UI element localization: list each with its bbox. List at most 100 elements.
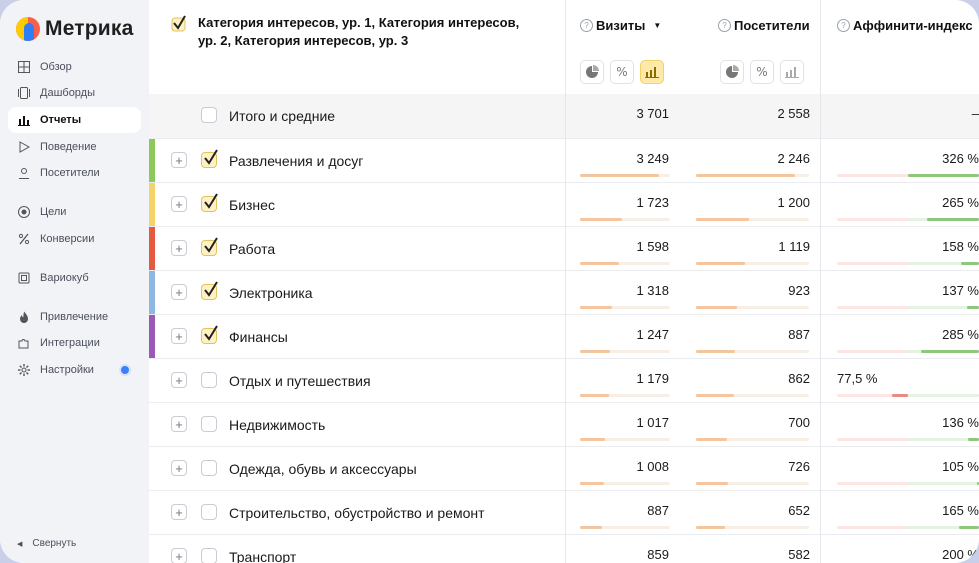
sidebar-item-3[interactable]: Поведение	[8, 134, 141, 160]
visitors-bar-track	[696, 262, 809, 265]
row-checkbox[interactable]	[201, 372, 217, 388]
visits-bar-track	[580, 174, 670, 177]
sort-desc-icon[interactable]: ▼	[653, 21, 662, 30]
expand-button[interactable]: +	[171, 416, 187, 432]
sidebar: Метрика Обзор Дашборды Отчеты Поведение Посе…	[0, 0, 149, 563]
row-checkbox[interactable]	[201, 193, 218, 212]
expand-button[interactable]: +	[171, 328, 187, 344]
sidebar-item-10[interactable]: Настройки	[8, 357, 141, 383]
visits-bar-track	[580, 218, 670, 221]
sidebar-item-8[interactable]: Привлечение	[8, 304, 141, 330]
row-name[interactable]: Транспорт	[229, 549, 297, 563]
sidebar-item-2[interactable]: Отчеты	[8, 107, 141, 133]
plus-icon: +	[175, 152, 183, 168]
table-row[interactable]: + Бизнес 1 723 1 200 265 %	[149, 182, 979, 226]
column-divider	[565, 0, 566, 563]
row-name[interactable]: Развлечения и досуг	[229, 153, 364, 169]
pie-view-button[interactable]	[580, 60, 604, 84]
expand-button[interactable]: +	[171, 240, 187, 256]
row-name[interactable]: Итого и средние	[229, 108, 336, 124]
expand-button[interactable]: +	[171, 548, 187, 563]
table-row[interactable]: + Транспорт 859 582 200 %	[149, 534, 979, 563]
row-name[interactable]: Электроника	[229, 285, 313, 301]
row-checkbox[interactable]	[201, 504, 217, 520]
plus-icon: +	[175, 240, 183, 256]
sidebar-item-9[interactable]: Интеграции	[8, 330, 141, 356]
row-checkbox[interactable]	[201, 416, 217, 432]
expand-button[interactable]: +	[171, 504, 187, 520]
dimension-header[interactable]: Категория интересов, ур. 1, Категория ин…	[171, 14, 541, 50]
column-visitors[interactable]: ? Посетители	[718, 18, 810, 33]
expand-button[interactable]: +	[171, 372, 187, 388]
table-row[interactable]: + Развлечения и досуг 3 249 2 246 326 %	[149, 138, 979, 182]
visitors-bar	[696, 350, 736, 353]
sidebar-item-7[interactable]: Вариокуб	[8, 265, 141, 291]
help-icon[interactable]: ?	[718, 19, 731, 32]
bar-view-button[interactable]	[640, 60, 664, 84]
table-row[interactable]: + Строительство, обустройство и ремонт 887…	[149, 490, 979, 534]
table-row[interactable]: + Недвижимость 1 017 700 136 %	[149, 402, 979, 446]
affinity-bar	[960, 262, 979, 265]
sidebar-item-0[interactable]: Обзор	[8, 54, 141, 80]
row-name[interactable]: Работа	[229, 241, 276, 257]
logo[interactable]: Метрика	[16, 15, 134, 43]
visitors-bar-track	[696, 526, 809, 529]
sidebar-item-4[interactable]: Посетители	[8, 160, 141, 186]
table-row[interactable]: + Отдых и путешествия 1 179 862 77,5 %	[149, 358, 979, 402]
row-name[interactable]: Бизнес	[229, 197, 275, 213]
table-row[interactable]: + Электроника 1 318 923 137 %	[149, 270, 979, 314]
logo-text: Метрика	[45, 17, 134, 40]
table-row[interactable]: + Работа 1 598 1 119 158 %	[149, 226, 979, 270]
sidebar-item-6[interactable]: Конверсии	[8, 226, 141, 252]
affinity-value: 326 %	[942, 151, 979, 166]
percent-icon: %	[756, 65, 768, 79]
row-checkbox[interactable]	[201, 325, 218, 344]
sidebar-item-1[interactable]: Дашборды	[8, 80, 141, 106]
pie-chart-icon	[586, 65, 599, 78]
expand-button[interactable]: +	[171, 284, 187, 300]
pie-view-button[interactable]	[720, 60, 744, 84]
plus-icon: +	[175, 284, 183, 300]
expand-button[interactable]: +	[171, 196, 187, 212]
row-checkbox[interactable]	[201, 548, 217, 563]
gear-icon	[17, 363, 31, 377]
table-row[interactable]: + Финансы 1 247 887 285 %	[149, 314, 979, 358]
row-checkbox[interactable]	[201, 149, 218, 168]
row-name[interactable]: Отдых и путешествия	[229, 373, 371, 389]
help-icon[interactable]: ?	[837, 19, 850, 32]
visits-bar	[580, 306, 613, 309]
row-checkbox[interactable]	[201, 107, 217, 123]
visits-view-toggles: %	[580, 60, 664, 84]
visitors-bar	[696, 218, 749, 221]
checkmark-icon	[204, 193, 218, 209]
collapse-button[interactable]: ◀ Свернуть	[17, 538, 76, 549]
visitors-value: 862	[788, 371, 810, 386]
visitors-bar-track	[696, 438, 809, 441]
sidebar-item-label: Посетители	[40, 167, 100, 179]
affinity-bar	[892, 394, 908, 397]
row-checkbox[interactable]	[201, 237, 218, 256]
help-icon[interactable]: ?	[580, 19, 593, 32]
plus-icon: +	[175, 372, 183, 388]
row-name[interactable]: Одежда, обувь и аксессуары	[229, 461, 417, 477]
column-affinity[interactable]: ? Аффинити-индекс	[837, 18, 973, 33]
checkmark-icon[interactable]	[171, 14, 187, 37]
sidebar-item-5[interactable]: Цели	[8, 199, 141, 225]
affinity-value: 285 %	[942, 327, 979, 342]
row-name[interactable]: Строительство, обустройство и ремонт	[229, 505, 485, 521]
visits-value: 1 723	[636, 195, 669, 210]
percent-view-button[interactable]: %	[610, 60, 634, 84]
percent-view-button[interactable]: %	[750, 60, 774, 84]
table-row[interactable]: + Одежда, обувь и аксессуары 1 008 726 105 %	[149, 446, 979, 490]
expand-button[interactable]: +	[171, 152, 187, 168]
row-name[interactable]: Недвижимость	[229, 417, 326, 433]
column-visits[interactable]: ? Визиты ▼	[580, 18, 661, 33]
affinity-bar	[977, 482, 979, 485]
row-name[interactable]: Финансы	[229, 329, 288, 345]
row-checkbox[interactable]	[201, 460, 217, 476]
total-row[interactable]: Итого и средние 3 701 2 558 –	[149, 94, 979, 138]
row-checkbox[interactable]	[201, 281, 218, 300]
expand-button[interactable]: +	[171, 460, 187, 476]
bar-view-button[interactable]	[780, 60, 804, 84]
visitors-view-toggles: %	[720, 60, 804, 84]
